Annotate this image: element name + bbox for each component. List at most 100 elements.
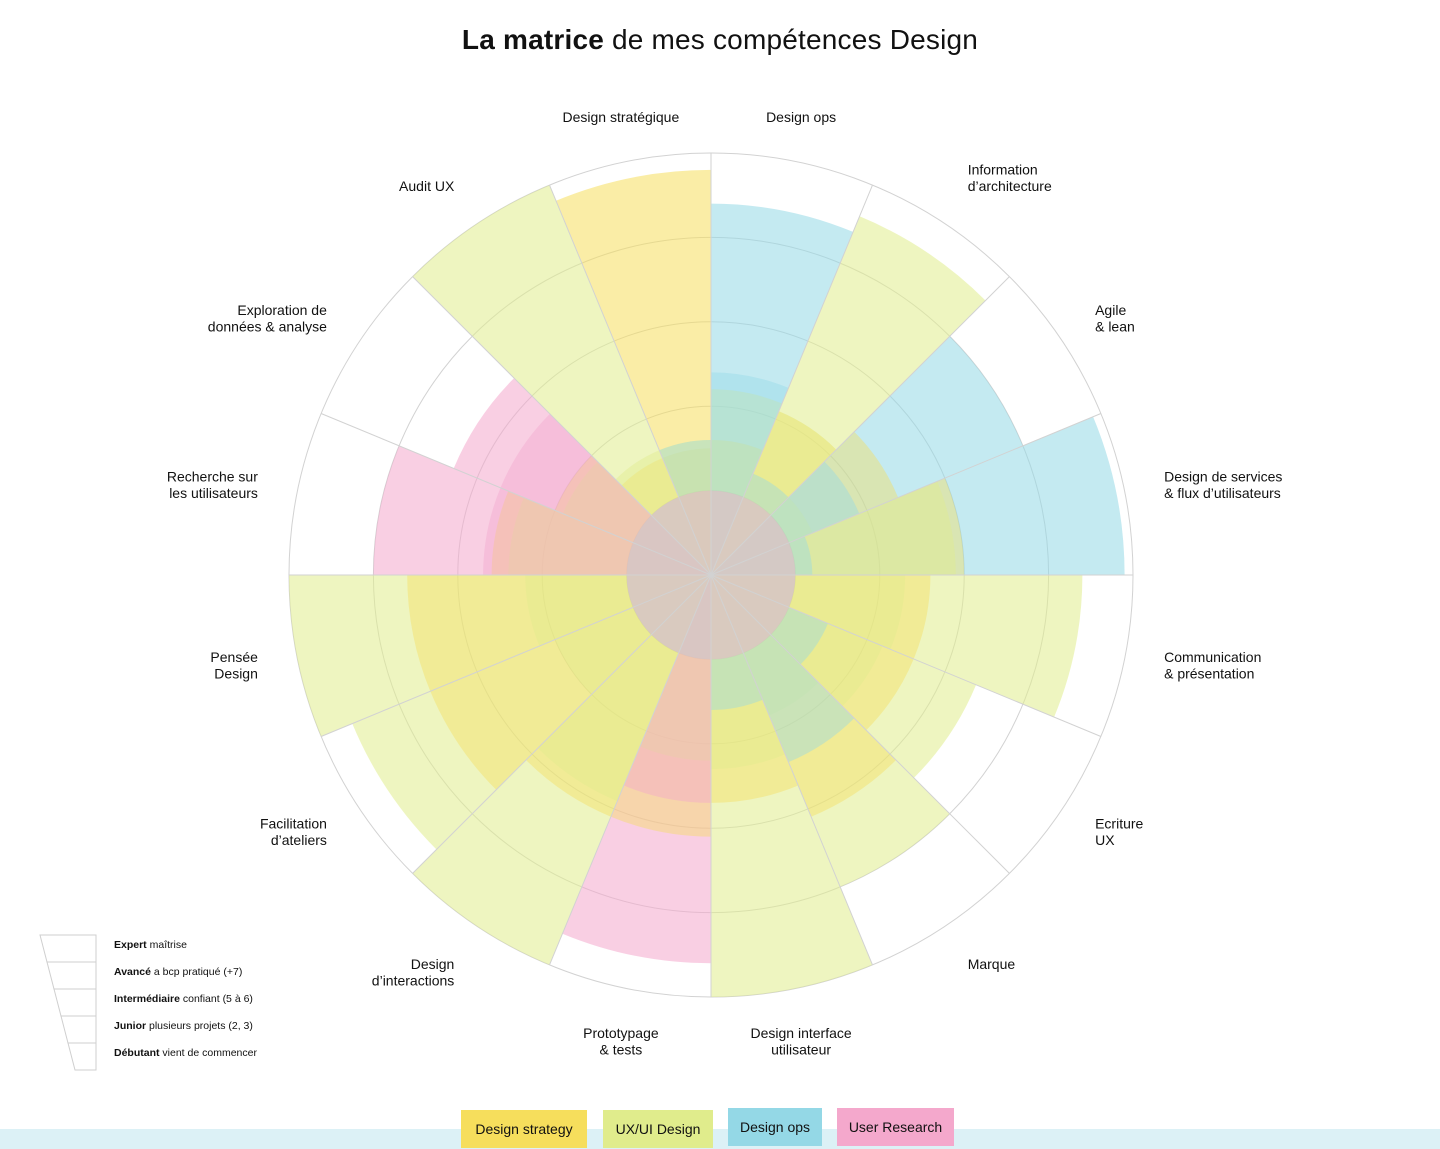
level-desc: vient de commencer (160, 1047, 258, 1059)
level-step (67, 1042, 97, 1071)
grid-spoke (710, 184, 873, 576)
overlay-wedge (626, 575, 711, 608)
overlay-wedge (525, 575, 711, 647)
category-label-line: & lean (1095, 319, 1135, 335)
overlay-wedge (633, 575, 711, 635)
overlay-wedge (711, 575, 763, 711)
category-label-line: Design (411, 956, 455, 972)
category-label: Marque (968, 956, 1016, 972)
category-label: Ecriture UX (1095, 815, 1143, 848)
overlay-wedge (659, 439, 711, 575)
category-label-line: Prototypage (583, 1025, 659, 1041)
title-rest: de mes compétences Design (611, 24, 979, 55)
overlay-wedge (626, 575, 711, 608)
chart-spokes (289, 153, 1133, 997)
overlay-wedge (678, 490, 711, 575)
overlay-wedge (639, 575, 711, 761)
category-label: Design interface utilisateur (751, 1025, 852, 1058)
skill-wedge (562, 575, 711, 964)
category-label-line: Design stratégique (563, 109, 680, 125)
skill-wedge (289, 575, 711, 737)
overlay-wedge (711, 439, 763, 575)
level-name: Intermédiaire (114, 993, 180, 1005)
overlay-wedge (678, 575, 711, 660)
category-label: Exploration de données & analyse (208, 302, 327, 335)
grid-spoke (710, 574, 1102, 737)
overlay-wedge (711, 575, 789, 635)
category-label-line: Marque (968, 956, 1016, 972)
overlay-wedge (711, 389, 783, 575)
level-desc: maîtrise (147, 939, 187, 951)
category-label: Prototypage & tests (583, 1025, 659, 1058)
skill-wedge (352, 575, 711, 850)
overlay-wedge (651, 575, 711, 653)
level-desc: confiant (5 à 6) (180, 993, 253, 1005)
overlay-wedge (711, 536, 813, 575)
category-label: Design de services & flux d’utilisateurs (1164, 469, 1282, 502)
skill-wedge (711, 575, 950, 887)
category-label-line: & flux d’utilisateurs (1164, 485, 1281, 501)
bottom-strip (0, 1129, 1440, 1149)
overlay-wedge (711, 497, 771, 575)
overlay-wedge (711, 481, 956, 575)
category-label-line: Design interface (751, 1025, 852, 1041)
level-label: Débutant vient de commencer (114, 1047, 257, 1059)
series-legend-chip: User Research (837, 1108, 954, 1146)
level-step (53, 988, 97, 1017)
overlay-wedge (711, 575, 828, 665)
overlay-wedge (711, 575, 855, 763)
overlay-wedge (610, 575, 711, 837)
overlay-wedge (483, 487, 711, 575)
category-label-line: Information (968, 161, 1038, 177)
category-label-line: & tests (600, 1042, 643, 1058)
overlay-wedge (633, 515, 711, 575)
overlay-wedge (711, 575, 796, 608)
category-label-line: Communication (1164, 649, 1261, 665)
overlay-wedge (711, 490, 744, 575)
overlay-wedge (623, 575, 711, 803)
overlay-wedge (711, 575, 896, 817)
category-label-line: UX (1095, 832, 1115, 848)
level-name: Expert (114, 939, 147, 951)
overlay-wedge (562, 461, 711, 575)
overlay-wedge (711, 542, 796, 575)
category-label-line: Exploration de (237, 302, 327, 318)
overlay-wedge (430, 575, 711, 790)
overlay-wedge (662, 448, 711, 575)
series-legend-chip: Design strategy (461, 1110, 587, 1148)
level-step (60, 1015, 97, 1044)
overlay-wedge (615, 450, 711, 575)
skill-wedge (711, 575, 1083, 718)
overlay-wedge (537, 575, 711, 802)
category-label: Design d’interactions (372, 956, 455, 989)
level-label: Intermédiaire confiant (5 à 6) (114, 993, 253, 1005)
series-legend: Design strategy UX/UI Design Design ops Use… (0, 1108, 1440, 1148)
category-label-line: Recherche sur (167, 469, 258, 485)
overlay-wedge (711, 575, 796, 608)
grid-spoke (320, 413, 712, 576)
skill-wedge (412, 575, 711, 965)
page-title: La matrice de mes compétences Design (0, 24, 1440, 56)
grid-spoke (710, 413, 1102, 576)
skills-polar-chart: Design ops Information d’architecture Agile… (39, 109, 1282, 1071)
category-label: Facilitation d’ateliers (260, 815, 327, 848)
category-label-line: Audit UX (399, 178, 455, 194)
category-label-line: les utilisateurs (169, 485, 258, 501)
level-name: Débutant (114, 1047, 160, 1059)
skill-wedge (711, 575, 873, 997)
level-name: Junior (114, 1020, 146, 1032)
overlay-wedge (711, 575, 799, 803)
overlay-wedge (711, 461, 860, 575)
grid-spoke (710, 276, 1010, 576)
overlay-wedge (508, 497, 711, 575)
overlay-wedge (711, 575, 744, 660)
overlay-wedge (711, 431, 899, 575)
overlay-wedge (651, 497, 711, 575)
category-label-line: Design (214, 665, 258, 681)
level-desc: plusieurs projets (2, 3) (146, 1020, 253, 1032)
overlay-wedge (633, 575, 711, 635)
category-label-line: d’ateliers (271, 832, 327, 848)
category-label-line: Pensée (210, 649, 258, 665)
grid-spoke (320, 574, 712, 737)
overlay-wedge (711, 575, 786, 770)
